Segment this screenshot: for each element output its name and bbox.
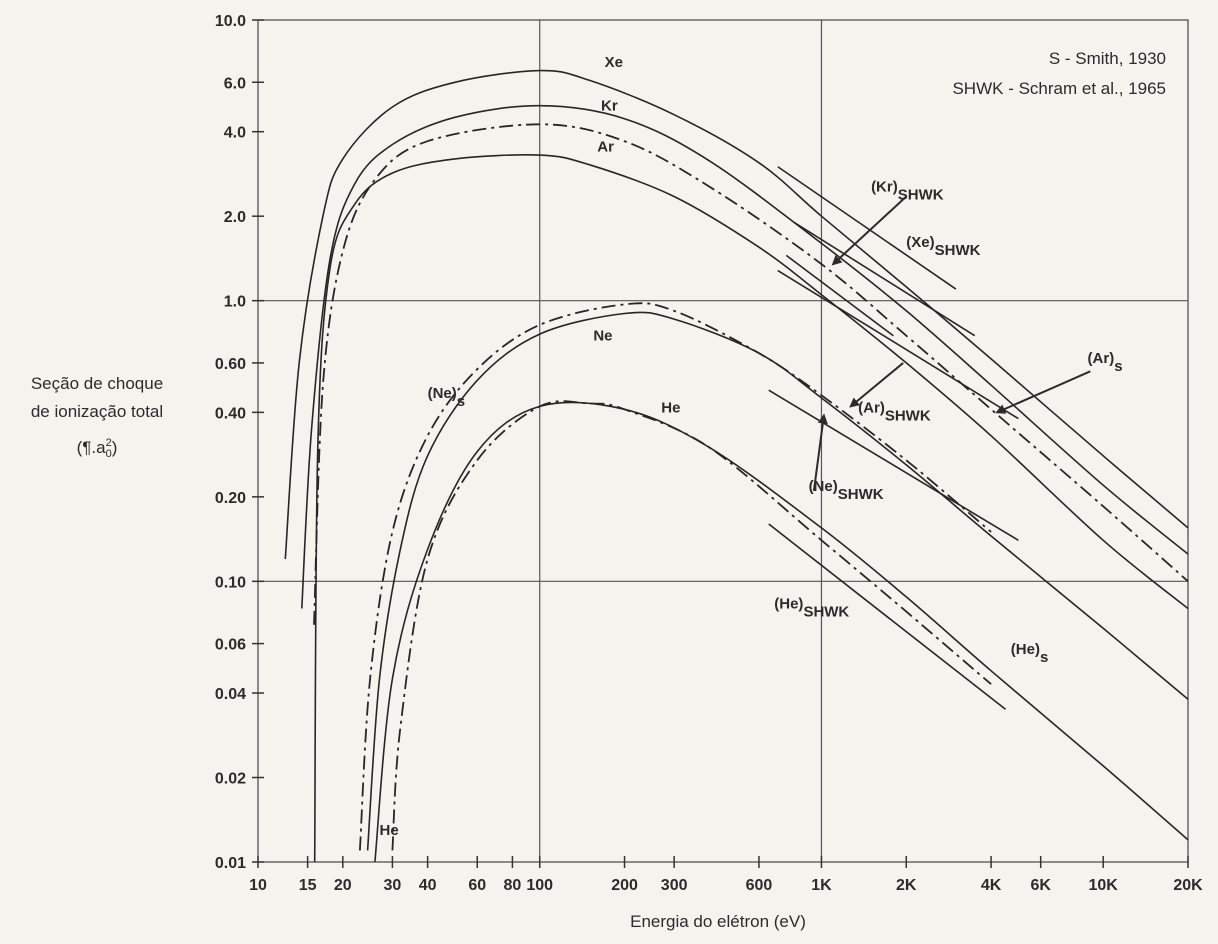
y-tick-label: 6.0 — [224, 75, 246, 92]
curve-label: (He)SHWK — [774, 596, 849, 621]
x-tick-label: 60 — [468, 877, 486, 894]
series-ne-s — [359, 302, 992, 851]
series-ar-shwk-b — [777, 269, 1019, 420]
y-axis-title: Seção de choque de ionização total (¶.a 2… — [4, 370, 190, 462]
x-tick-label: 10 — [249, 877, 267, 894]
y-tick-label: 10.0 — [215, 13, 246, 30]
curve-label: (Xe)SHWK — [906, 234, 980, 259]
x-tick-label: 4K — [981, 877, 1002, 894]
y-tick-label: 0.06 — [215, 637, 246, 654]
x-tick-label: 600 — [746, 877, 773, 894]
x-tick-label: 300 — [661, 877, 688, 894]
legend-line-smith: S - Smith, 1930 — [1048, 49, 1166, 68]
y-tick-label: 0.02 — [215, 771, 246, 788]
x-tick-label: 100 — [526, 877, 553, 894]
series-ar-s — [313, 123, 1189, 625]
series-ar-smith-solid — [313, 154, 1189, 863]
y-tick-label: 0.01 — [215, 855, 246, 872]
curve-label: (Kr)SHWK — [871, 178, 944, 203]
y-tick-label: 1.0 — [224, 294, 246, 311]
series-ne — [366, 311, 1189, 851]
series-xe-shwk — [777, 166, 957, 290]
y-tick-label: 0.20 — [215, 490, 246, 507]
curve-label: (Ne)s — [428, 385, 466, 410]
x-tick-label: 10K — [1089, 877, 1119, 894]
curve-labels: Xe Kr Ar Ne He He (Ne)s (Kr)SHWK (Xe)SHWK (Ar)s (A… — [380, 54, 1123, 839]
y-axis-title-line-1: Seção de choque — [30, 374, 164, 393]
curve-label: Ar — [597, 138, 614, 155]
x-tick-label: 40 — [419, 877, 437, 894]
grid-lines — [257, 19, 1189, 863]
y-axis-title-line-2: de ionização total — [30, 402, 164, 421]
series-ne-shwk — [768, 389, 1019, 542]
series-ar-shwk-a — [785, 254, 894, 337]
plot-frame — [257, 19, 1189, 863]
annotation-arrows — [812, 195, 1091, 492]
y-tick-label: 2.0 — [224, 209, 246, 226]
x-tick-label: 30 — [384, 877, 402, 894]
series-he-shwk — [768, 523, 1006, 710]
y-tick-label: 0.10 — [215, 574, 246, 591]
curve-label: Xe — [605, 54, 623, 71]
series-xe-s — [284, 69, 1189, 560]
annotation-arrow — [831, 195, 907, 266]
y-tick-label: 0.04 — [215, 686, 246, 703]
axes: 10 15 20 30 40 60 80 100 200 300 600 1K 2K 4K 6K 10K 20K… — [215, 13, 1203, 894]
curve-label: He — [380, 822, 399, 839]
series-he — [374, 401, 1189, 863]
y-tick-label: 0.60 — [215, 356, 246, 373]
x-tick-label: 200 — [611, 877, 638, 894]
curve-label: Ne — [593, 328, 612, 345]
curve-label: (He)s — [1011, 641, 1049, 666]
x-tick-label: 15 — [299, 877, 317, 894]
curve-label: Kr — [601, 98, 618, 115]
data-series — [284, 69, 1189, 863]
x-tick-label: 20K — [1173, 877, 1203, 894]
series-he-s — [391, 400, 992, 851]
curve-label: (Ar)SHWK — [858, 399, 931, 424]
series-kr-s — [301, 104, 1189, 609]
legend-line-schram: SHWK - Schram et al., 1965 — [952, 79, 1166, 98]
x-axis-title: Energia do elétron (eV) — [630, 912, 806, 931]
curve-label: He — [661, 399, 680, 416]
curve-label: (Ar)s — [1088, 350, 1123, 375]
curve-label: (Ne)SHWK — [809, 478, 884, 503]
annotation-arrow — [812, 413, 828, 492]
y-axis-unit: (¶.a 2 0) — [76, 436, 118, 460]
annotation-arrow — [995, 370, 1091, 414]
x-tick-label: 20 — [334, 877, 352, 894]
x-tick-label: 6K — [1030, 877, 1051, 894]
x-tick-label: 1K — [811, 877, 832, 894]
x-tick-label: 2K — [896, 877, 917, 894]
annotation-arrow — [849, 362, 904, 408]
y-tick-label: 0.40 — [215, 405, 246, 422]
y-tick-label: 4.0 — [224, 125, 246, 142]
series-kr-shwk — [793, 221, 976, 337]
legend: S - Smith, 1930 SHWK - Schram et al., 19… — [952, 44, 1166, 104]
x-tick-label: 80 — [504, 877, 522, 894]
